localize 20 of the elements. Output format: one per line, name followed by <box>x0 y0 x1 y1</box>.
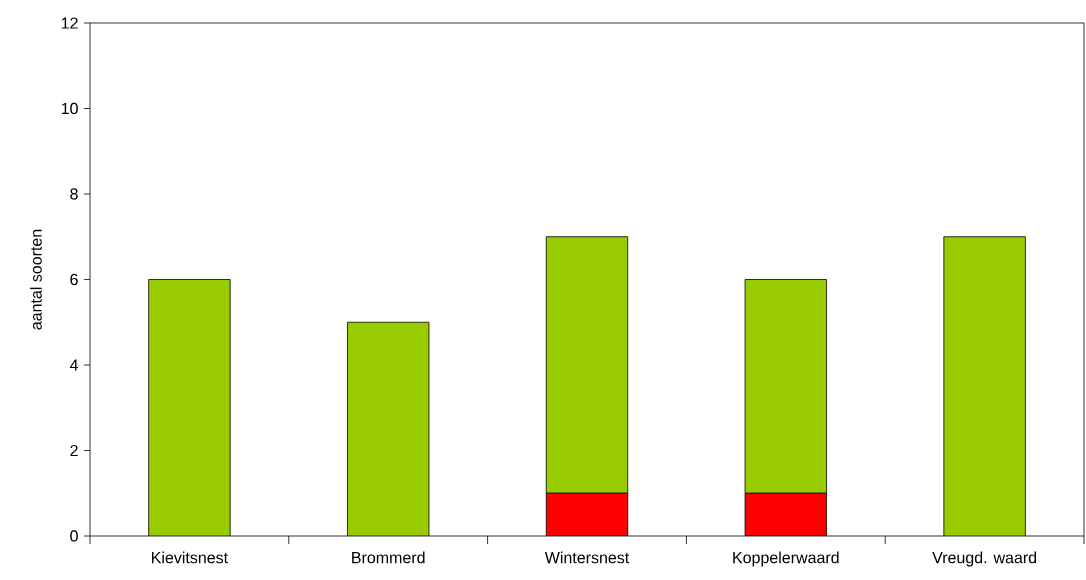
y-tick-label: 2 <box>70 444 78 457</box>
bar <box>744 279 827 494</box>
y-tick-label: 0 <box>70 530 78 542</box>
bar <box>943 236 1026 536</box>
bar <box>545 492 629 536</box>
y-tick-label: 10 <box>61 102 78 115</box>
y-tick-label: 4 <box>69 359 79 371</box>
x-tick-label: Koppelerwaard <box>733 551 839 567</box>
x-tick-label: Kievitsnest <box>152 551 228 564</box>
x-tick-label: Wintersnest <box>544 551 630 564</box>
bar <box>545 236 629 494</box>
x-tick-label: Vreugd. waard <box>932 551 1037 567</box>
bar <box>744 492 827 536</box>
y-axis-title: aantal soorten <box>30 229 42 330</box>
x-tick-label: Brommerd <box>352 551 425 564</box>
y-tick-label: 6 <box>70 273 78 286</box>
y-tick-label: 8 <box>70 188 78 200</box>
y-tick-label: 12 <box>61 17 78 29</box>
bar <box>347 321 430 536</box>
bar <box>148 279 231 536</box>
